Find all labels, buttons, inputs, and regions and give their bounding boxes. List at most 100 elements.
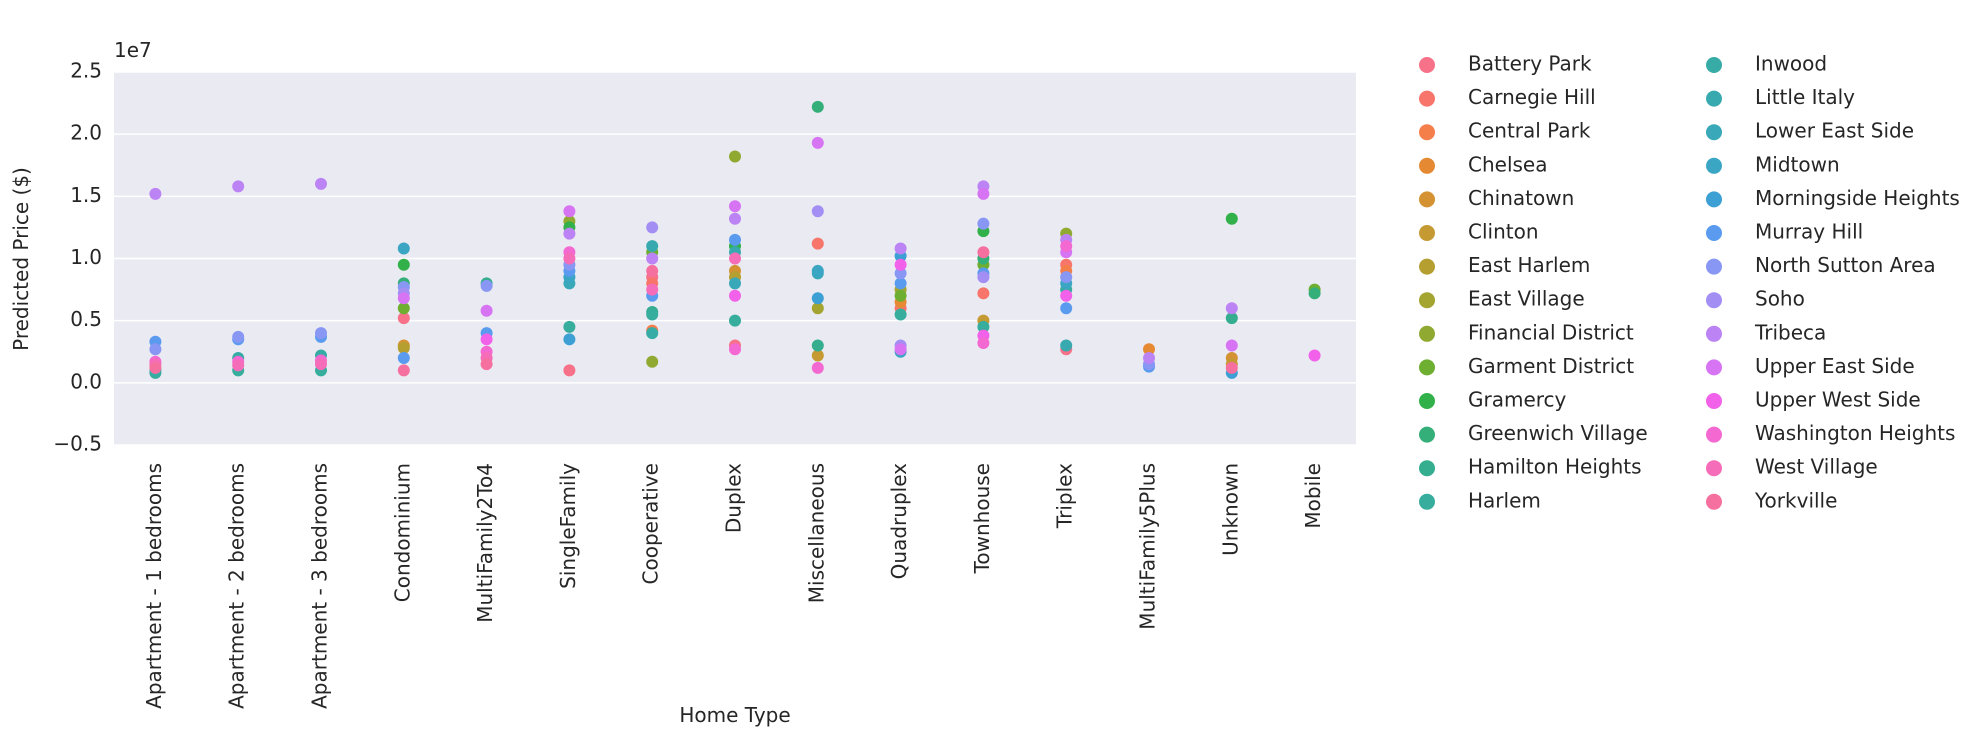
strip-point (811, 136, 824, 149)
x-tick-label: Quadruplex (887, 463, 911, 579)
legend-label: Financial District (1468, 320, 1634, 344)
legend-marker (1706, 292, 1722, 309)
strip-point (315, 177, 327, 190)
legend-marker (1419, 426, 1435, 443)
legend-marker (1419, 124, 1435, 141)
strip-point (397, 342, 410, 355)
strip-point (149, 187, 162, 200)
legend-label: Harlem (1468, 488, 1541, 512)
x-tick-label: Apartment - 3 bedrooms (308, 463, 332, 709)
strip-point (397, 351, 410, 364)
strip-point (811, 349, 824, 362)
y-tick-label: 2.5 (70, 59, 102, 83)
strip-point (729, 277, 741, 290)
strip-point (977, 217, 990, 230)
legend-marker (1419, 225, 1435, 241)
strip-point (1060, 289, 1073, 302)
x-tick-label: Unknown (1218, 463, 1242, 556)
x-tick-label: Apartment - 1 bedrooms (142, 463, 166, 709)
legend-marker (1706, 493, 1722, 510)
strip-point (397, 364, 410, 377)
legend-marker (1419, 157, 1435, 174)
x-tick-label: Triplex (1053, 463, 1077, 529)
strip-point (1225, 212, 1238, 225)
strip-point (397, 242, 410, 255)
legend-marker (1706, 225, 1722, 241)
legend-marker (1419, 191, 1435, 208)
y-axis-label: Predicted Price ($) (9, 167, 33, 351)
strip-point (397, 258, 410, 271)
legend-marker (1706, 191, 1722, 208)
legend-label: North Sutton Area (1755, 253, 1936, 277)
strip-point (1308, 349, 1321, 362)
y-tick-label: 1.0 (70, 245, 102, 269)
legend-marker (1706, 325, 1722, 342)
strip-point (646, 264, 659, 277)
strip-point (811, 100, 824, 113)
strip-point (1060, 240, 1073, 253)
legend-label: Gramercy (1468, 388, 1567, 412)
legend-marker (1419, 325, 1435, 342)
y-tick-label: 0.0 (70, 369, 102, 393)
legend-marker (1706, 426, 1722, 443)
legend-marker (1419, 493, 1435, 510)
strip-point (1225, 361, 1238, 374)
legend-label: Carnegie Hill (1468, 85, 1596, 109)
strip-point (149, 361, 162, 374)
strip-point (1060, 271, 1073, 284)
legend-marker (1706, 57, 1722, 73)
strip-point (894, 289, 907, 302)
x-tick-label: Condominium (390, 463, 414, 602)
strip-point (646, 221, 659, 234)
legend-label: Chinatown (1468, 186, 1574, 210)
strip-point (1060, 302, 1073, 315)
legend-label: Upper East Side (1755, 354, 1915, 378)
x-tick-label: Apartment - 2 bedrooms (225, 463, 249, 709)
strip-point (811, 339, 824, 352)
strip-point (232, 180, 245, 193)
strip-point (729, 150, 741, 163)
strip-point (811, 292, 824, 305)
legend-label: Soho (1755, 287, 1805, 311)
y-tick-label: 2.0 (70, 121, 102, 145)
legend-label: Upper West Side (1755, 388, 1921, 412)
legend-label: Murray Hill (1755, 220, 1863, 244)
strip-point (894, 242, 907, 255)
legend-label: Battery Park (1468, 52, 1592, 76)
strip-point (894, 258, 907, 271)
legend-label: Morningside Heights (1755, 186, 1960, 210)
x-tick-label: Mobile (1301, 463, 1325, 529)
legend-marker (1419, 460, 1435, 477)
strip-point (315, 358, 327, 371)
strip-point (1060, 339, 1073, 352)
strip-point (480, 304, 493, 317)
strip-point (977, 246, 990, 259)
strip-point (1308, 287, 1321, 300)
legend-marker (1706, 157, 1722, 174)
x-axis-label: Home Type (679, 703, 790, 727)
y-offset-label: 1e7 (114, 38, 152, 62)
strip-point (480, 279, 493, 292)
strip-point (480, 358, 493, 371)
x-tick-label: Cooperative (639, 463, 663, 584)
strip-point (1143, 351, 1155, 364)
legend-label: Clinton (1468, 220, 1539, 244)
strip-point (397, 302, 410, 315)
strip-point (480, 333, 493, 346)
strip-point (977, 337, 990, 350)
x-tick-label: Townhouse (970, 463, 994, 574)
strip-point (232, 359, 245, 372)
legend-label: Lower East Side (1755, 119, 1914, 143)
legend-label: Greenwich Village (1468, 421, 1648, 445)
x-tick-label: SingleFamily (556, 463, 580, 589)
strip-point (729, 233, 741, 246)
strip-point (563, 320, 576, 333)
strip-point (894, 308, 907, 321)
legend-label: East Village (1468, 287, 1585, 311)
strip-point (729, 289, 741, 302)
legend-label: Yorkville (1754, 488, 1837, 512)
legend-marker (1419, 393, 1435, 409)
strip-point (811, 264, 824, 277)
strip-point (563, 227, 576, 240)
